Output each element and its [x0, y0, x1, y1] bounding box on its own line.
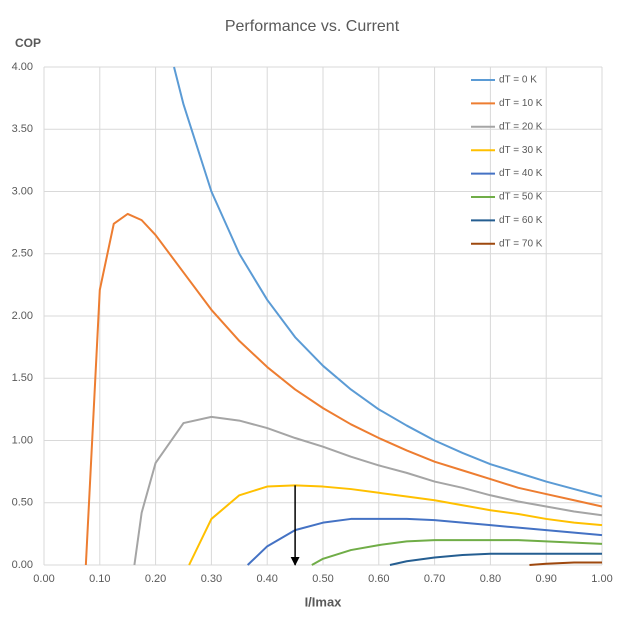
x-axis-label: I/Imax: [305, 594, 343, 609]
series-line: [133, 415, 603, 566]
x-tick-label: 0.30: [201, 573, 222, 585]
plot-area: [84, 66, 603, 566]
y-tick-label: 1.00: [12, 434, 33, 446]
y-tick-label: 2.50: [12, 248, 33, 260]
x-tick-label: 0.40: [256, 573, 277, 585]
y-tick-label: 4.00: [12, 61, 33, 73]
y-tick-label: 3.50: [12, 123, 33, 135]
series-line: [84, 212, 603, 566]
series-line: [246, 517, 603, 566]
grid: 0.00 0.50 1.00 1.50 2.00 2.50 3.00 3.50 4.00 0.00…: [12, 61, 613, 585]
series-line: [311, 539, 603, 566]
x-tick-label: 0.70: [424, 573, 445, 585]
legend-label: dT = 0 K: [499, 75, 537, 86]
series-line: [529, 561, 602, 566]
legend-label: dT = 20 K: [499, 121, 543, 132]
x-tick-label: 0.10: [89, 573, 110, 585]
x-tick-label: 0.60: [368, 573, 389, 585]
legend-label: dT = 50 K: [499, 192, 543, 203]
y-axis-label: COP: [15, 36, 41, 50]
series-line: [188, 484, 603, 566]
x-tick-label: 0.90: [535, 573, 556, 585]
chart-title: Performance vs. Current: [225, 18, 400, 35]
x-tick-label: 0.80: [480, 573, 501, 585]
series-line: [173, 66, 603, 498]
y-tick-label: 0.50: [12, 497, 33, 509]
legend-label: dT = 70 K: [499, 238, 543, 249]
series-line: [389, 552, 602, 566]
legend-label: dT = 30 K: [499, 145, 543, 156]
legend-label: dT = 60 K: [499, 215, 543, 226]
x-tick-label: 0.00: [33, 573, 54, 585]
y-tick-label: 2.00: [12, 310, 33, 322]
legend-label: dT = 10 K: [499, 98, 543, 109]
x-tick-label: 1.00: [591, 573, 612, 585]
y-tick-label: 0.00: [12, 559, 33, 571]
legend: dT = 0 K dT = 10 K dT = 20 K dT = 30 K dT = …: [471, 75, 543, 249]
legend-label: dT = 40 K: [499, 168, 543, 179]
x-tick-label: 0.20: [145, 573, 166, 585]
y-tick-label: 1.50: [12, 372, 33, 384]
y-tick-label: 3.00: [12, 185, 33, 197]
x-tick-label: 0.50: [312, 573, 333, 585]
